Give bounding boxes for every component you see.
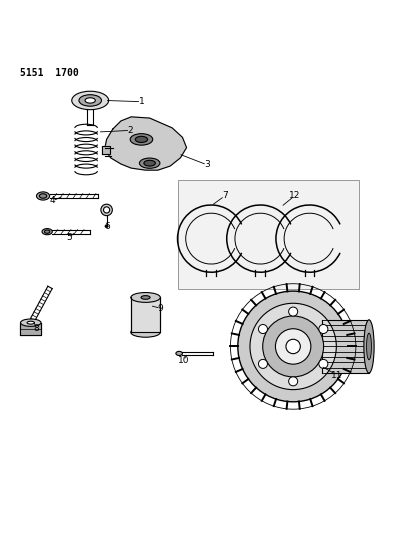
Text: 7: 7 — [221, 191, 227, 200]
Circle shape — [262, 316, 323, 377]
Ellipse shape — [141, 296, 150, 300]
Circle shape — [318, 325, 327, 334]
Ellipse shape — [72, 91, 108, 110]
Ellipse shape — [135, 136, 147, 142]
Ellipse shape — [79, 95, 101, 106]
Text: 2: 2 — [127, 126, 133, 135]
Circle shape — [258, 325, 267, 334]
Text: 8: 8 — [33, 324, 39, 333]
Circle shape — [258, 359, 267, 368]
Ellipse shape — [45, 230, 50, 233]
Ellipse shape — [36, 192, 49, 200]
Text: 9: 9 — [157, 304, 163, 313]
Ellipse shape — [130, 134, 152, 145]
Circle shape — [237, 291, 348, 402]
Text: 6: 6 — [104, 222, 110, 231]
Circle shape — [288, 307, 297, 316]
Ellipse shape — [105, 225, 108, 228]
Ellipse shape — [103, 207, 110, 213]
Bar — [130, 297, 160, 332]
Text: 1: 1 — [138, 97, 144, 106]
Ellipse shape — [130, 327, 160, 337]
Ellipse shape — [85, 98, 95, 103]
Ellipse shape — [20, 319, 41, 326]
Ellipse shape — [39, 193, 47, 198]
Circle shape — [318, 359, 327, 368]
Ellipse shape — [101, 204, 112, 216]
Text: 4: 4 — [49, 196, 55, 205]
Ellipse shape — [363, 320, 373, 373]
Ellipse shape — [139, 158, 160, 168]
Circle shape — [275, 329, 310, 364]
Polygon shape — [104, 117, 186, 170]
Ellipse shape — [42, 229, 52, 235]
Circle shape — [249, 303, 335, 390]
Circle shape — [288, 377, 297, 386]
Text: 11: 11 — [330, 370, 342, 379]
Polygon shape — [101, 146, 110, 154]
Ellipse shape — [144, 160, 155, 166]
Polygon shape — [20, 322, 41, 335]
Text: 5151  1700: 5151 1700 — [20, 68, 79, 78]
Bar — [178, 180, 358, 289]
Ellipse shape — [366, 333, 371, 360]
Text: 5: 5 — [66, 233, 72, 243]
Text: 12: 12 — [288, 191, 299, 200]
Ellipse shape — [175, 351, 182, 356]
Ellipse shape — [130, 293, 160, 302]
Ellipse shape — [27, 321, 34, 324]
Circle shape — [285, 339, 300, 354]
Text: 10: 10 — [178, 356, 189, 365]
Bar — [321, 320, 368, 373]
Text: 3: 3 — [204, 160, 209, 169]
